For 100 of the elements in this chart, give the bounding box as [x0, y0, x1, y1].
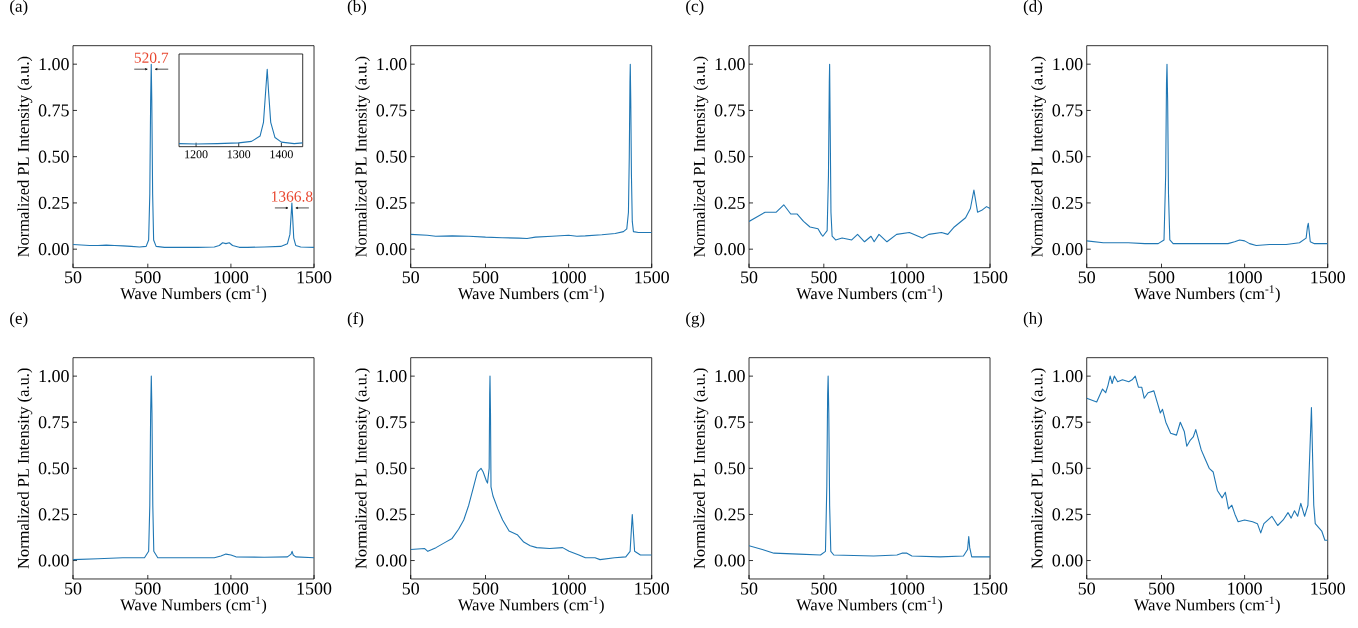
y-tick-label: 0.25: [376, 196, 407, 210]
chart-title: (d): [1023, 0, 1043, 16]
y-axis-title: Normalized PL Intensity (a.u.): [355, 368, 370, 569]
x-tick-label: 1000: [890, 271, 925, 284]
y-tick-label: 1.00: [1053, 58, 1083, 71]
y-tick-label: 0.00: [376, 243, 407, 256]
y-tick-label: 0.00: [38, 554, 69, 567]
chart-title: (c): [686, 0, 704, 16]
x-tick-label: 1000: [890, 582, 925, 595]
y-tick-label: 0.25: [714, 508, 745, 521]
line-series: [749, 63, 991, 243]
x-tick-label: 1500: [1311, 271, 1345, 284]
x-axis-title: Wave Numbers (cm$^{-1}$): [457, 596, 604, 614]
y-tick-label: 0.25: [38, 196, 69, 210]
x-tick-label: 50: [402, 582, 419, 595]
line-series: [410, 63, 652, 239]
y-tick-label: 0.75: [376, 416, 407, 429]
x-tick-label: 500: [1149, 271, 1175, 284]
y-tick-label: 0.75: [38, 416, 69, 429]
y-tick-label: 0.50: [714, 150, 745, 163]
x-axis-title: Wave Numbers (cm$^{-1}$): [457, 285, 604, 303]
y-tick-label: 0.00: [38, 243, 69, 256]
line-series: [410, 375, 652, 561]
x-tick-label: 50: [1078, 271, 1095, 284]
chart-title: (e): [10, 312, 28, 328]
y-axis-title: Normalized PL Intensity (a.u.): [355, 56, 370, 257]
x-tick-label: 1500: [973, 582, 1008, 595]
y-axis-title: Normalized PL Intensity (a.u.): [17, 368, 33, 569]
y-tick-label: 1.00: [715, 370, 745, 383]
y-tick-label: 0.50: [376, 150, 407, 163]
x-axis-title: Wave Numbers (cm$^{-1}$): [120, 596, 267, 614]
x-axis-title: Wave Numbers (cm$^{-1}$): [1133, 596, 1280, 614]
y-tick-label: 0.75: [714, 416, 745, 429]
x-tick-label: 1500: [297, 582, 332, 595]
y-tick-label: 0.00: [714, 554, 745, 567]
x-tick-label: 500: [473, 582, 499, 595]
y-tick-label: 1.00: [377, 58, 407, 71]
y-tick-label: 0.25: [1052, 196, 1083, 210]
x-tick-label: 500: [811, 582, 837, 595]
y-tick-label: 1.00: [1053, 370, 1083, 383]
line-series: [749, 375, 991, 558]
x-tick-label: 50: [741, 582, 758, 595]
y-tick-label: 0.75: [1052, 104, 1083, 117]
x-tick-label: 1000: [214, 582, 249, 595]
y-tick-label: 0.75: [376, 104, 407, 117]
x-tick-label: 1500: [973, 271, 1008, 284]
y-tick-label: 0.75: [38, 104, 69, 117]
x-tick-label: 500: [1149, 582, 1175, 595]
x-tick-label: 1000: [552, 582, 586, 595]
x-tick-label: 500: [811, 271, 837, 284]
x-tick-label: 500: [135, 271, 161, 284]
x-tick-label: 1300: [227, 150, 251, 159]
x-tick-label: 50: [1078, 582, 1095, 595]
y-tick-label: 1.00: [39, 370, 69, 383]
x-tick-label: 1000: [1228, 582, 1262, 595]
y-axis-title: Normalized PL Intensity (a.u.): [17, 56, 33, 257]
y-tick-label: 0.50: [38, 150, 69, 163]
chart-title: (a): [10, 0, 28, 16]
x-tick-label: 1000: [1228, 271, 1262, 284]
chart-title: (f): [347, 312, 364, 328]
y-axis-title: Normalized PL Intensity (a.u.): [1031, 368, 1046, 569]
y-tick-label: 0.50: [1052, 462, 1083, 475]
y-tick-label: 1.00: [39, 58, 69, 71]
y-tick-label: 1.00: [377, 370, 407, 383]
y-tick-label: 0.25: [38, 508, 69, 521]
x-tick-label: 1500: [635, 271, 669, 284]
x-axis-title: Wave Numbers (cm$^{-1}$): [120, 285, 267, 303]
y-tick-label: 0.75: [714, 104, 745, 117]
y-tick-label: 0.00: [1052, 243, 1083, 256]
x-tick-label: 1500: [297, 271, 332, 284]
x-tick-label: 1500: [635, 582, 669, 595]
y-tick-label: 0.00: [376, 554, 407, 567]
x-tick-label: 1200: [185, 150, 208, 159]
x-tick-label: 1000: [214, 271, 249, 284]
chart-title: (b): [347, 0, 367, 16]
x-tick-label: 1000: [552, 271, 586, 284]
y-tick-label: 0.50: [714, 462, 745, 475]
x-tick-label: 50: [402, 271, 419, 284]
y-tick-label: 0.50: [1052, 150, 1083, 163]
x-tick-label: 500: [135, 582, 161, 595]
line-series: [1086, 375, 1328, 541]
x-tick-label: 1400: [270, 150, 293, 159]
chart-title: (h): [1023, 312, 1043, 328]
annotation: 1366.8: [272, 191, 313, 202]
chart-title: (g): [686, 312, 705, 328]
y-tick-label: 0.25: [1052, 508, 1083, 521]
x-axis-title: Wave Numbers (cm$^{-1}$): [1133, 285, 1280, 303]
y-tick-label: 0.25: [714, 196, 745, 210]
x-tick-label: 50: [741, 271, 758, 284]
x-tick-label: 500: [473, 271, 499, 284]
y-tick-label: 0.50: [38, 462, 69, 475]
x-axis-title: Wave Numbers (cm$^{-1}$): [796, 285, 943, 303]
y-tick-label: 0.25: [376, 508, 407, 521]
y-axis-title: Normalized PL Intensity (a.u.): [693, 56, 709, 257]
x-tick-label: 50: [65, 582, 82, 595]
y-tick-label: 0.50: [376, 462, 407, 475]
annotation: 520.7: [134, 52, 169, 63]
y-tick-label: 0.00: [714, 243, 745, 256]
y-tick-label: 0.00: [1052, 554, 1083, 567]
x-axis-title: Wave Numbers (cm$^{-1}$): [796, 596, 943, 614]
